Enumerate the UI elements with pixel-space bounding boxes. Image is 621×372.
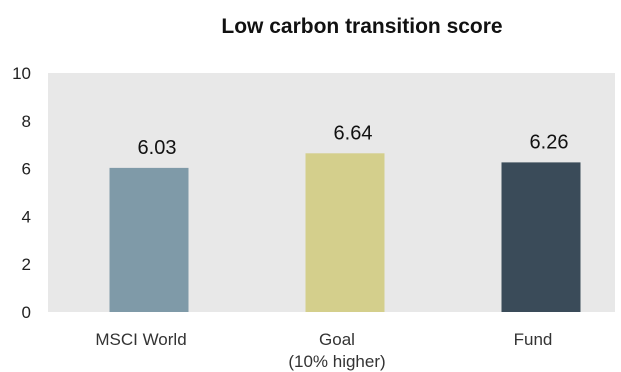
y-tick-label: 0 (22, 303, 31, 322)
bar-goal (305, 153, 385, 312)
bar-msci-world (109, 167, 189, 312)
x-category-label: Fund (514, 330, 553, 349)
y-tick-label: 6 (22, 160, 31, 179)
y-tick-label: 4 (22, 207, 31, 226)
x-axis: MSCI World Goal (10% higher) Fund (95, 330, 552, 371)
y-tick-label: 10 (12, 64, 31, 83)
bar-value-label: 6.26 (530, 131, 569, 153)
bar-value-label: 6.03 (138, 137, 177, 159)
bar-value-label: 6.64 (334, 122, 373, 144)
y-axis: 0 2 4 6 8 10 (12, 64, 31, 322)
chart-title: Low carbon transition score (221, 15, 502, 38)
x-category-label: MSCI World (95, 330, 186, 349)
bars-group (109, 153, 581, 312)
bar-fund (501, 162, 581, 312)
x-category-sublabel: (10% higher) (288, 352, 385, 371)
x-category-label: Goal (319, 330, 355, 349)
value-labels-group: 6.03 6.64 6.26 (138, 122, 569, 159)
y-tick-label: 2 (22, 255, 31, 274)
y-tick-label: 8 (22, 112, 31, 131)
